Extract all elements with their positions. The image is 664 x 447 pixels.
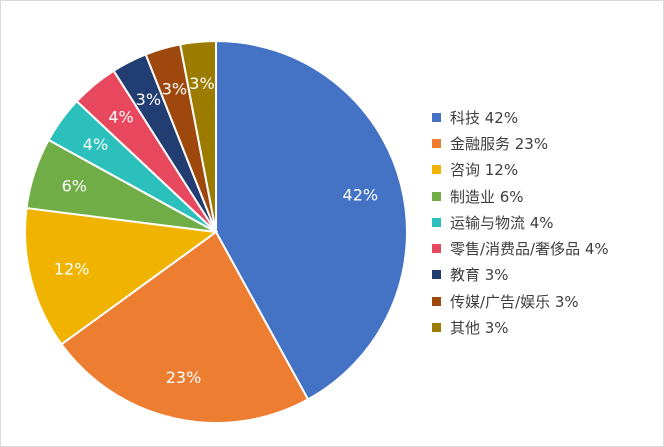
legend-swatch <box>432 244 441 254</box>
legend-label: 制造业 6% <box>450 187 524 206</box>
legend-item: 咨询 12% <box>432 157 609 183</box>
legend-swatch <box>432 217 441 227</box>
legend-label: 科技 42% <box>450 108 519 127</box>
legend-item: 运输与物流 4% <box>432 209 609 235</box>
pie-slice <box>24 206 219 346</box>
slice-data-label: 23% <box>166 368 202 387</box>
legend-item: 制造业 6% <box>432 183 609 209</box>
slice-data-label: 6% <box>62 176 87 195</box>
legend-swatch <box>432 270 441 280</box>
slice-data-label: 12% <box>54 260 90 279</box>
slice-data-label: 3% <box>136 90 161 109</box>
legend-swatch <box>432 323 441 333</box>
legend-swatch <box>432 191 441 201</box>
slice-data-label: 4% <box>83 135 108 154</box>
legend-item: 零售/消费品/奢侈品 4% <box>432 235 609 261</box>
legend-swatch <box>432 165 441 175</box>
pie-slice <box>215 39 408 401</box>
legend-label: 金融服务 23% <box>450 134 549 153</box>
legend-swatch <box>432 138 441 148</box>
legend-label: 零售/消费品/奢侈品 4% <box>450 240 609 259</box>
legend-item: 科技 42% <box>432 104 609 130</box>
legend-swatch <box>432 112 441 122</box>
legend-label: 其他 3% <box>450 319 509 338</box>
legend-item: 教育 3% <box>432 262 609 288</box>
pie-slice <box>179 39 217 233</box>
legend-label: 教育 3% <box>450 266 509 285</box>
slice-data-label: 3% <box>162 79 187 98</box>
slice-data-label: 42% <box>343 185 379 204</box>
slice-data-label: 4% <box>108 108 133 127</box>
legend-label: 运输与物流 4% <box>450 213 554 232</box>
legend-item: 其他 3% <box>432 314 609 340</box>
legend-item: 金融服务 23% <box>432 130 609 156</box>
legend: 科技 42% 金融服务 23% 咨询 12% 制造业 6% 运输与物流 4% 零售/消费品… <box>432 104 609 341</box>
legend-item: 传媒/广告/娱乐 3% <box>432 288 609 314</box>
legend-swatch <box>432 296 441 306</box>
slice-data-label: 3% <box>189 74 214 93</box>
legend-label: 传媒/广告/娱乐 3% <box>450 292 579 311</box>
legend-label: 咨询 12% <box>450 161 519 180</box>
pie-slice <box>60 230 310 424</box>
